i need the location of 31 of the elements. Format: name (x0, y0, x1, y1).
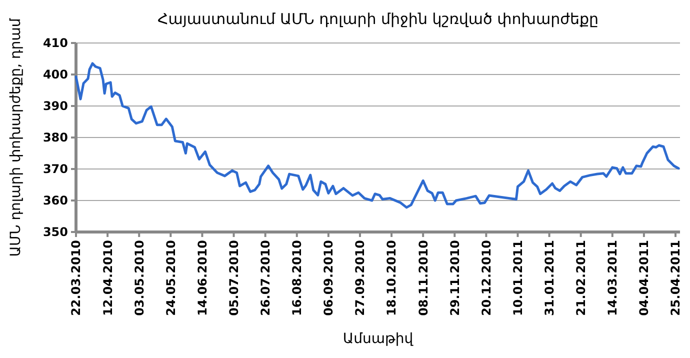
x-tick-label: 14.06.2010 (195, 240, 210, 316)
x-tick-label: 22.03.2010 (69, 240, 84, 316)
x-tick-label: 18.10.2010 (384, 240, 399, 316)
y-axis-title: ԱՄՆ դոլարի փոխարժեքը, դրամ (8, 17, 24, 257)
y-tick-label: 390 (42, 99, 68, 114)
x-tick-label: 21.02.2011 (574, 240, 588, 316)
x-tick-label: 24.05.2010 (164, 240, 178, 316)
x-tick-label: 05.07.2010 (226, 240, 241, 316)
y-tick-label: 350 (42, 225, 68, 240)
x-tick-label: 26.07.2010 (258, 240, 273, 316)
line-series (74, 62, 680, 209)
x-tick-label: 27.09.2010 (353, 240, 368, 316)
y-tick-label: 370 (42, 162, 68, 176)
x-tick-label: 29.11.2010 (448, 240, 462, 316)
x-tick-label: 12.04.2010 (100, 240, 115, 316)
x-tick-label: 04.04.2011 (637, 240, 652, 316)
y-tick-label: 410 (42, 36, 68, 50)
y-tick-label: 360 (42, 194, 68, 208)
x-tick-label: 31.01.2011 (542, 240, 556, 316)
x-tick-label: 25.04.2011 (668, 240, 683, 316)
x-tick-label: 14.03.2011 (606, 240, 620, 316)
y-tick-label: 400 (42, 68, 68, 82)
x-tick-label: 08.11.2010 (416, 240, 430, 316)
x-tick-label: 03.05.2010 (132, 240, 146, 316)
x-axis-title: Ամսաթիվ (342, 331, 414, 347)
y-tick-label: 380 (42, 130, 68, 145)
x-tick-label: 06.09.2010 (322, 240, 336, 316)
x-tick-label: 10.01.2011 (510, 240, 525, 316)
x-tick-label: 16.08.2010 (290, 240, 304, 316)
x-tick-label: 20.12.2010 (479, 240, 494, 316)
chart-title: Հայաստանում ԱՄՆ դոլարի միջին կշռված փոխարժեքը (157, 10, 599, 28)
